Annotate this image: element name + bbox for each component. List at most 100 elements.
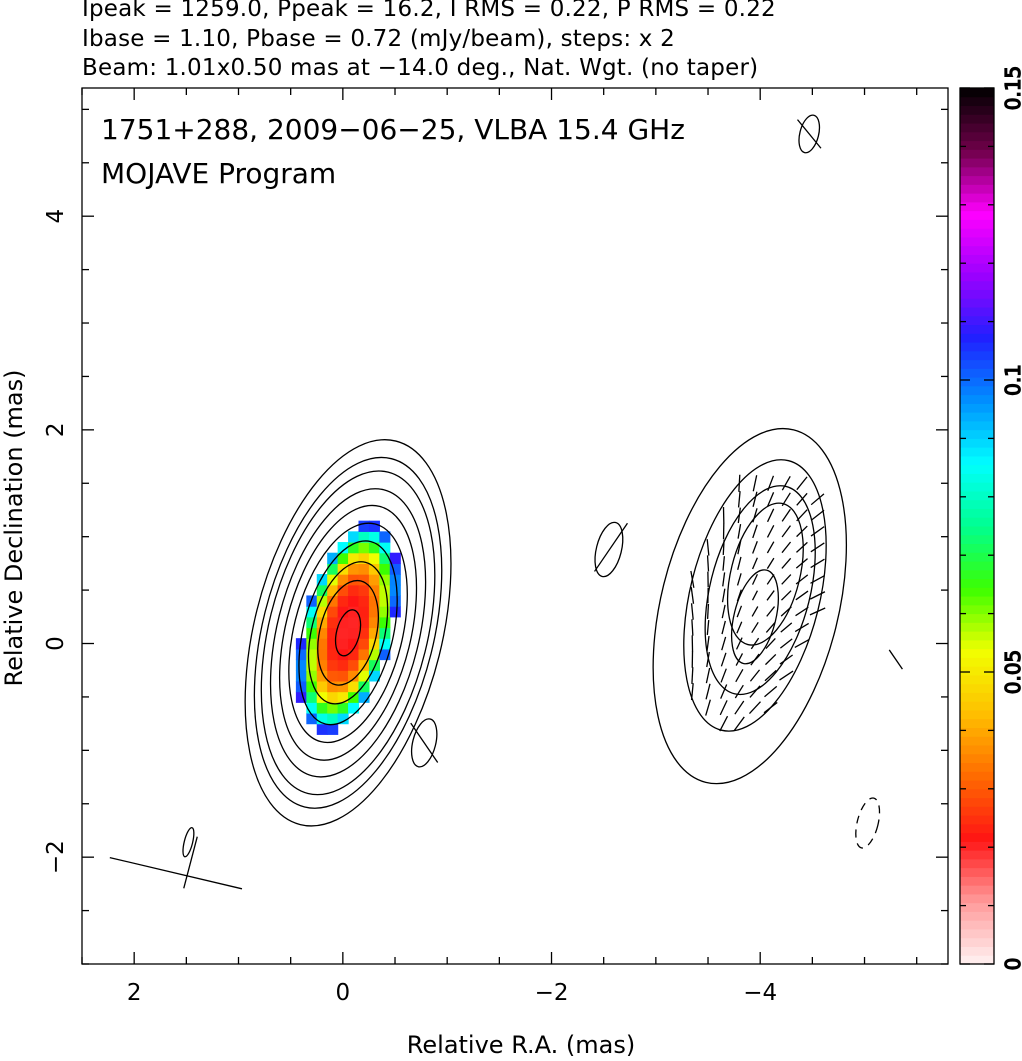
pol-pixel xyxy=(368,574,380,586)
pol-pixel xyxy=(337,584,349,597)
evpa-stick xyxy=(795,558,808,569)
pol-pixel xyxy=(327,648,339,661)
polarization-vectors xyxy=(109,119,903,890)
evpa-stick xyxy=(766,508,775,523)
core-contour xyxy=(260,470,436,796)
evpa-stick xyxy=(690,587,695,604)
evpa-stick xyxy=(736,573,742,586)
pol-pixel xyxy=(337,627,349,639)
pol-pixel xyxy=(379,616,391,629)
pol-pixel xyxy=(327,627,339,639)
pol-pixel xyxy=(316,648,328,661)
pol-pixel xyxy=(295,670,307,682)
evpa-stick xyxy=(749,669,761,682)
evpa-stick xyxy=(796,119,822,149)
pol-pixel xyxy=(348,680,360,693)
core-contour xyxy=(317,579,379,686)
evpa-stick xyxy=(810,558,825,569)
evpa-stick xyxy=(722,572,726,587)
colorbar-tick-label: 0.05 xyxy=(1001,650,1022,695)
isolated-contour xyxy=(594,521,624,578)
evpa-stick xyxy=(738,474,741,492)
pol-pixel xyxy=(327,563,339,575)
pol-pixel xyxy=(348,616,360,629)
evpa-stick xyxy=(795,590,809,601)
evpa-stick xyxy=(779,670,794,681)
evpa-stick xyxy=(720,652,727,667)
evpa-stick xyxy=(593,522,628,572)
pol-pixel xyxy=(358,595,370,607)
core-contour xyxy=(288,522,408,744)
pol-pixel xyxy=(379,531,391,543)
evpa-stick xyxy=(751,606,759,617)
pol-pixel xyxy=(327,638,339,650)
pol-pixel xyxy=(306,606,318,618)
evpa-stick xyxy=(109,856,243,890)
evpa-stick xyxy=(810,526,825,537)
evpa-stick xyxy=(765,622,776,633)
pol-pixel xyxy=(348,552,360,564)
evpa-stick xyxy=(690,570,695,588)
pol-pixel xyxy=(337,691,349,703)
evpa-stick xyxy=(809,591,826,600)
evpa-stick xyxy=(765,638,776,650)
pol-pixel xyxy=(348,691,360,703)
pol-pixel xyxy=(368,520,380,532)
pol-pixel xyxy=(348,670,360,682)
evpa-stick xyxy=(766,524,775,538)
intensity-contours xyxy=(182,114,881,858)
evpa-stick xyxy=(888,649,903,670)
pol-pixel xyxy=(337,638,349,650)
isolated-contour xyxy=(798,114,821,154)
core-contour xyxy=(244,439,452,827)
evpa-stick xyxy=(720,668,727,683)
evpa-stick xyxy=(766,557,775,569)
evpa-stick xyxy=(766,574,775,585)
evpa-stick xyxy=(737,556,742,570)
pol-pixel xyxy=(358,563,370,575)
pol-pixel xyxy=(348,638,360,650)
map-title-line-2: MOJAVE Program xyxy=(101,157,336,190)
pol-pixel xyxy=(316,680,328,693)
pol-pixel xyxy=(316,723,328,735)
y-tick-label: 2 xyxy=(43,423,69,438)
pol-pixel xyxy=(295,680,307,693)
core-contour xyxy=(298,540,398,726)
colorbar xyxy=(960,88,994,965)
pol-pixel xyxy=(295,648,307,661)
pol-pixel xyxy=(358,606,370,618)
pol-pixel xyxy=(316,702,328,714)
evpa-stick xyxy=(737,523,742,539)
pol-pixel xyxy=(306,627,318,639)
evpa-stick xyxy=(751,621,759,634)
colorbar-ticks: 0 0.05 0.1 0.15 xyxy=(960,65,1022,971)
isolated-contour xyxy=(855,797,881,849)
evpa-stick xyxy=(796,525,808,538)
colorbar-tick-label: 0 xyxy=(1001,958,1022,971)
pol-pixel xyxy=(327,584,339,597)
evpa-stick xyxy=(781,574,792,585)
x-tick-label: 2 xyxy=(127,980,142,1006)
evpa-stick xyxy=(810,509,825,521)
pol-pixel xyxy=(379,584,391,597)
pol-pixel xyxy=(368,563,380,575)
evpa-stick xyxy=(767,475,775,491)
evpa-stick xyxy=(781,508,791,522)
evpa-stick xyxy=(764,685,778,698)
core-contour xyxy=(269,488,427,778)
pol-pixel xyxy=(327,723,339,735)
evpa-stick xyxy=(796,492,808,506)
pol-pixel xyxy=(306,691,318,703)
pol-pixel xyxy=(348,702,360,714)
evpa-stick xyxy=(183,836,198,889)
pol-pixel xyxy=(306,638,318,650)
pol-pixel xyxy=(327,702,339,714)
evpa-stick xyxy=(781,590,792,601)
pol-pixel xyxy=(306,680,318,693)
pol-pixel xyxy=(337,542,349,554)
evpa-stick xyxy=(809,607,826,616)
pol-pixel xyxy=(348,563,360,575)
evpa-stick xyxy=(794,639,810,648)
evpa-stick xyxy=(691,667,694,684)
